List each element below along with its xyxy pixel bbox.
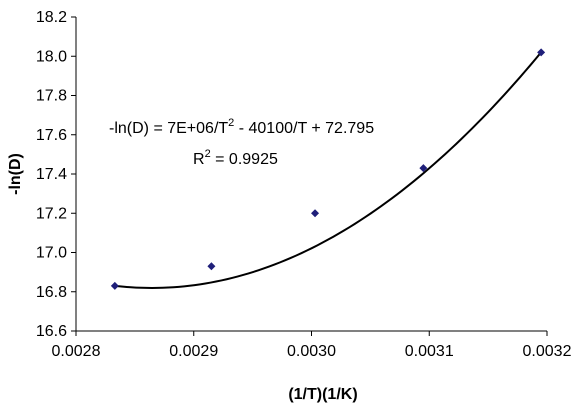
- data-point: [207, 262, 216, 271]
- y-tick-label: 18.2: [36, 9, 67, 26]
- points-layer: [110, 48, 546, 290]
- y-axis-title: -ln(D): [7, 153, 24, 195]
- x-tick-label: 0.0029: [169, 343, 218, 360]
- r-squared-label: R2 = 0.9925: [193, 148, 278, 168]
- axes: 16.6 16.8 17.0 17.2 17.4 17.6 17.8 18.0 18.2 0.00…: [36, 9, 572, 360]
- y-tick-label: 16.8: [36, 284, 67, 301]
- x-tick-label: 0.0030: [287, 343, 336, 360]
- x-tick-label: 0.0031: [405, 343, 454, 360]
- x-axis-title: (1/T)(1/K): [288, 386, 357, 403]
- trendline-curve: [114, 51, 542, 289]
- data-point: [110, 281, 119, 290]
- y-tick-label: 17.6: [36, 127, 67, 144]
- y-tick-label: 16.6: [36, 323, 67, 340]
- data-point: [311, 209, 320, 218]
- y-tick-label: 18.0: [36, 48, 67, 65]
- trendline-layer: [114, 51, 542, 289]
- y-tick-label: 17.0: [36, 245, 67, 262]
- x-tick-label: 0.0032: [523, 343, 572, 360]
- data-point: [537, 48, 546, 57]
- trendline-equation: -ln(D) = 7E+06/T2 - 40100/T + 72.795: [109, 117, 374, 137]
- y-tick-label: 17.8: [36, 88, 67, 105]
- x-tick-label: 0.0028: [52, 343, 101, 360]
- y-tick-label: 17.4: [36, 166, 67, 183]
- data-point: [419, 164, 428, 173]
- y-tick-label: 17.2: [36, 205, 67, 222]
